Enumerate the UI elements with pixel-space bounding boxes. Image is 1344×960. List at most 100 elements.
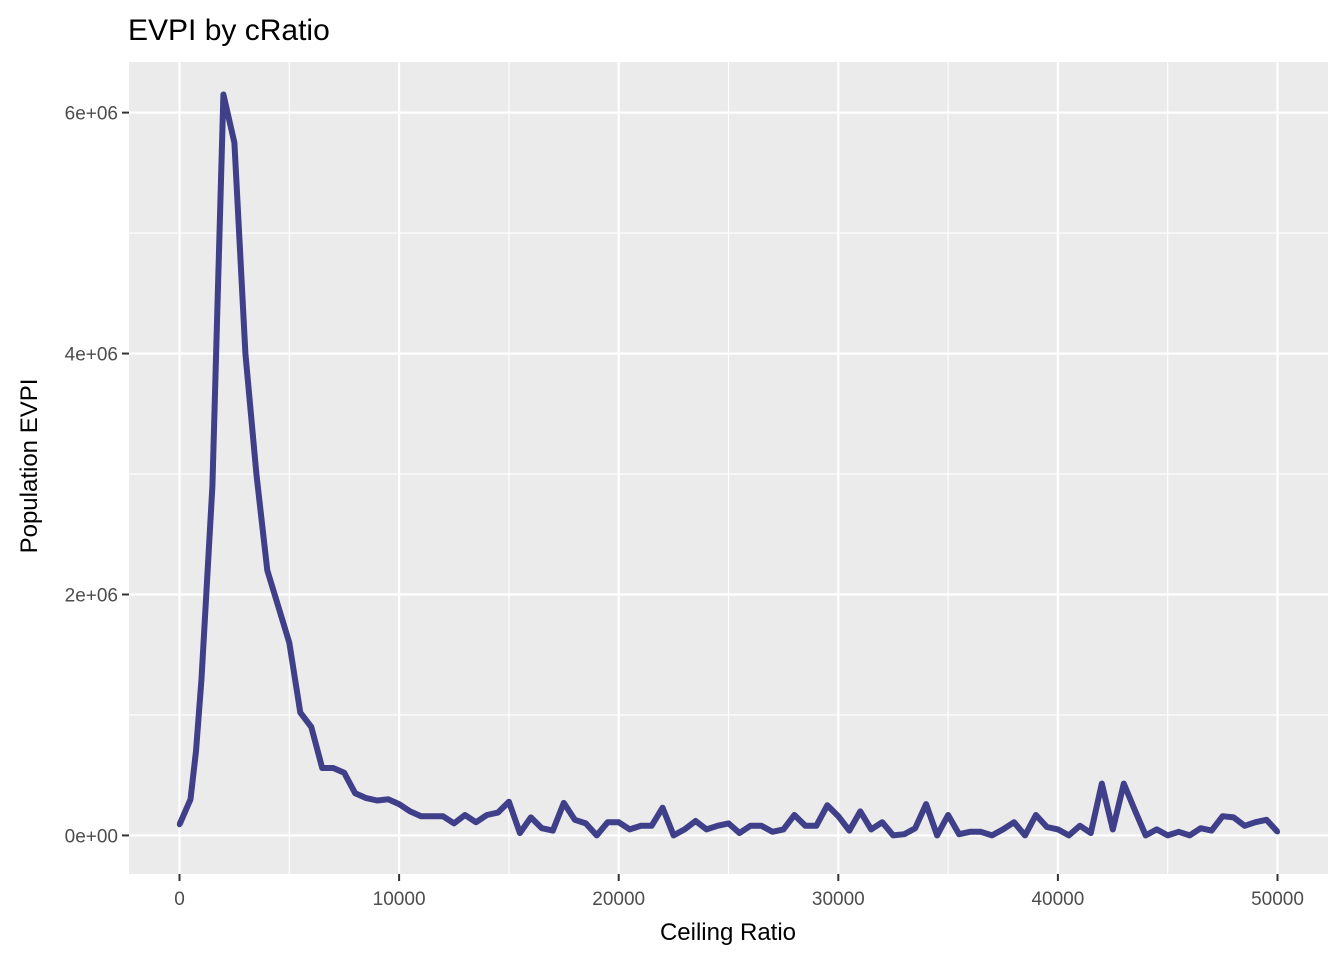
data-point xyxy=(912,825,918,831)
series-layer xyxy=(176,91,1281,839)
data-point xyxy=(1154,826,1160,833)
data-point xyxy=(923,801,929,807)
data-point xyxy=(813,823,819,829)
data-point xyxy=(1242,823,1248,829)
y-tick-label: 0e+00 xyxy=(65,826,118,847)
data-point xyxy=(297,710,303,716)
data-point xyxy=(660,805,666,811)
data-point xyxy=(550,828,556,834)
data-point xyxy=(286,640,292,646)
data-point xyxy=(1132,807,1138,813)
data-point xyxy=(780,826,787,833)
data-point xyxy=(769,829,776,835)
data-point xyxy=(341,770,347,776)
x-tick-label: 20000 xyxy=(592,889,645,910)
data-point xyxy=(176,822,183,828)
data-point xyxy=(484,812,490,818)
x-tick-label: 40000 xyxy=(1031,889,1084,910)
data-point xyxy=(703,826,710,833)
data-point xyxy=(1033,812,1039,818)
data-point xyxy=(1088,830,1094,836)
data-point xyxy=(220,91,226,98)
data-point xyxy=(1077,823,1083,829)
x-axis-title: Ceiling Ratio xyxy=(660,919,796,946)
y-axis-title: Population EVPI xyxy=(16,379,43,554)
data-point xyxy=(330,765,336,771)
x-axis: 0 10000 20000 30000 40000 50000 xyxy=(174,874,1304,910)
data-point xyxy=(693,818,699,824)
y-axis: 0e+00 2e+06 4e+06 6e+06 xyxy=(65,104,129,847)
data-point xyxy=(1110,826,1116,833)
data-point xyxy=(275,603,281,610)
data-point xyxy=(517,830,523,836)
data-point xyxy=(308,724,314,730)
data-point xyxy=(429,813,435,819)
y-tick-label: 6e+06 xyxy=(65,104,118,125)
data-point xyxy=(385,796,391,802)
data-point xyxy=(594,832,600,839)
data-point xyxy=(802,823,809,829)
data-point xyxy=(473,819,479,825)
data-point xyxy=(616,819,622,825)
data-point xyxy=(1274,829,1281,835)
data-point xyxy=(198,676,205,682)
data-point xyxy=(1066,832,1072,839)
data-point xyxy=(539,825,545,831)
data-point xyxy=(572,817,578,823)
data-point xyxy=(682,826,688,833)
data-point xyxy=(407,808,413,815)
data-point xyxy=(193,748,199,754)
data-point xyxy=(714,823,721,829)
data-point xyxy=(605,819,611,825)
data-point xyxy=(835,813,841,819)
data-point xyxy=(561,800,567,806)
data-point xyxy=(956,831,962,837)
data-point xyxy=(736,830,743,836)
data-point xyxy=(1209,828,1215,834)
y-tick-label: 2e+06 xyxy=(65,585,118,606)
data-point xyxy=(1187,832,1193,839)
data-point xyxy=(1044,824,1050,830)
data-point xyxy=(528,814,534,821)
y-tick-label: 4e+06 xyxy=(65,345,118,366)
data-point xyxy=(1252,819,1259,825)
data-point xyxy=(209,483,215,489)
data-point xyxy=(978,829,984,835)
data-point xyxy=(1231,814,1237,821)
major-gridlines xyxy=(129,62,1328,874)
data-point xyxy=(1121,781,1127,787)
data-point xyxy=(418,813,424,819)
x-tick-label: 30000 xyxy=(812,889,865,910)
data-point xyxy=(791,812,798,818)
data-point xyxy=(440,813,446,819)
minor-gridlines xyxy=(129,62,1328,874)
data-point xyxy=(1099,781,1105,787)
data-point xyxy=(824,802,830,808)
data-point xyxy=(451,820,457,827)
data-point xyxy=(242,350,248,357)
data-point xyxy=(374,797,380,804)
data-point xyxy=(758,823,765,829)
data-point xyxy=(1022,832,1028,839)
chart-title: EVPI by cRatio xyxy=(128,14,330,47)
data-point xyxy=(1263,817,1270,823)
data-point xyxy=(1055,826,1061,833)
data-point xyxy=(989,832,995,839)
data-point xyxy=(363,795,369,801)
data-point xyxy=(264,567,270,574)
data-point xyxy=(495,810,501,816)
data-point xyxy=(187,796,194,802)
data-point xyxy=(1011,819,1017,825)
data-point xyxy=(1176,829,1182,835)
data-point xyxy=(671,832,677,839)
series-line xyxy=(176,91,1280,839)
data-point xyxy=(649,823,655,829)
data-point xyxy=(879,819,885,825)
data-point xyxy=(890,832,896,839)
data-point xyxy=(868,826,874,833)
data-point xyxy=(319,765,325,771)
data-point xyxy=(506,799,512,805)
x-tick-label: 50000 xyxy=(1251,889,1304,910)
data-point xyxy=(1198,825,1204,831)
